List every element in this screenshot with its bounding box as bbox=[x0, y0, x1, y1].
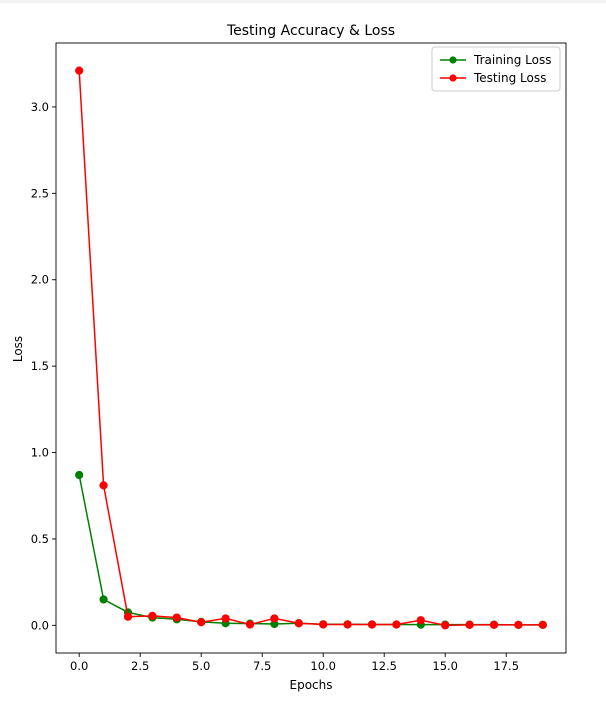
testing-loss-point bbox=[75, 66, 84, 75]
x-tick-label: 15.0 bbox=[432, 659, 458, 673]
training-loss-legend-marker bbox=[449, 56, 457, 64]
testing-loss-point bbox=[172, 613, 181, 622]
testing-loss-point bbox=[123, 612, 133, 621]
chart-title: Testing Accuracy & Loss bbox=[226, 23, 395, 39]
testing-loss-point bbox=[319, 620, 328, 629]
top-strip bbox=[0, 0, 606, 3]
testing-loss-point bbox=[367, 620, 377, 629]
y-tick-label: 2.5 bbox=[31, 186, 49, 200]
training-loss-point bbox=[99, 595, 108, 604]
plot-frame bbox=[55, 42, 567, 654]
testing-loss-point bbox=[392, 620, 401, 629]
plot-area: 0.0 2.5 5.0 7.5 10.0 12.5 15.0 17.5 0.0 0.5 1.0 1.5… bbox=[31, 42, 567, 673]
testing-loss-point bbox=[343, 620, 352, 629]
testing-loss-point bbox=[441, 621, 450, 630]
testing-loss-point bbox=[270, 614, 279, 623]
y-tick-label: 1.0 bbox=[31, 446, 49, 460]
testing-loss-point bbox=[416, 616, 425, 625]
y-axis-label: Loss bbox=[11, 336, 25, 362]
x-tick-label: 17.5 bbox=[493, 659, 519, 673]
x-axis-label: Epochs bbox=[290, 678, 333, 692]
testing-loss-point bbox=[538, 620, 547, 629]
y-tick-label: 1.5 bbox=[31, 359, 49, 373]
x-tick-label: 12.5 bbox=[371, 659, 397, 673]
y-tick-label: 0.0 bbox=[31, 618, 49, 632]
training-loss-line bbox=[78, 474, 543, 626]
testing-loss-point bbox=[99, 481, 108, 490]
testing-loss-legend-marker bbox=[449, 74, 457, 82]
testing-loss-point bbox=[221, 614, 230, 623]
legend-box bbox=[431, 46, 561, 92]
testing-loss-point bbox=[245, 620, 255, 629]
y-tick-label: 3.0 bbox=[31, 100, 49, 114]
testing-loss-legend-label: Testing Loss bbox=[473, 71, 546, 85]
training-loss-point bbox=[75, 470, 84, 480]
testing-loss-line bbox=[78, 70, 543, 627]
x-tick-label: 7.5 bbox=[253, 659, 271, 673]
x-tick-label: 2.5 bbox=[131, 659, 149, 673]
training-loss-legend-label: Training Loss bbox=[473, 53, 551, 67]
testing-loss-point bbox=[197, 618, 206, 627]
testing-loss-point bbox=[294, 619, 303, 628]
testing-loss-point bbox=[489, 620, 499, 629]
y-tick-label: 0.5 bbox=[31, 532, 49, 546]
testing-loss-point bbox=[465, 620, 474, 629]
legend: Training Loss Testing Loss bbox=[431, 46, 561, 92]
testing-loss-point bbox=[514, 620, 523, 629]
x-tick-label: 5.0 bbox=[192, 659, 210, 673]
x-tick-label: 10.0 bbox=[310, 659, 336, 673]
x-tick-label: 0.0 bbox=[70, 659, 88, 673]
testing-loss-point bbox=[148, 611, 157, 620]
y-tick-label: 2.0 bbox=[31, 273, 49, 287]
